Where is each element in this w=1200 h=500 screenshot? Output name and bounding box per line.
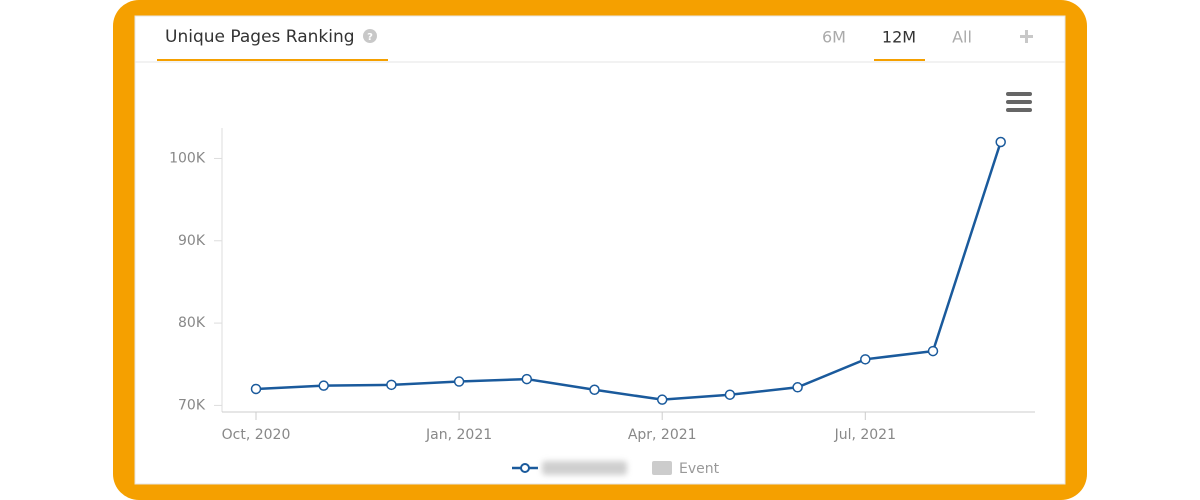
y-tick-label: 80K [178,315,206,331]
y-tick-label: 70K [178,397,206,413]
add-button[interactable] [1020,30,1033,43]
data-point[interactable] [589,384,600,396]
event-legend-label[interactable]: Event [679,461,720,477]
y-tick-label: 90K [178,233,206,249]
menu-bar [1006,92,1032,96]
event-legend-swatch[interactable] [652,461,672,475]
data-point[interactable] [318,380,329,391]
menu-bar [1006,108,1032,112]
data-point[interactable] [386,379,397,391]
y-tick-label: 100K [169,150,206,166]
help-icon-mark: ? [367,32,373,43]
menu-bar [1006,100,1032,104]
data-point[interactable] [995,136,1006,148]
legend: Event [512,461,720,477]
range-tab[interactable]: 6M [822,28,846,47]
data-point[interactable] [724,389,736,400]
legend-redacted [542,461,627,475]
data-point[interactable] [927,345,939,357]
series-line [255,141,1002,401]
plus-v [1025,30,1028,43]
panel [134,15,1066,485]
tab-underline [874,59,925,61]
data-point[interactable] [453,376,465,387]
legend-marker [520,463,530,473]
data-point[interactable] [521,373,533,385]
x-tick-label: Oct, 2020 [222,427,291,443]
data-point[interactable] [792,382,803,393]
range-tab[interactable]: All [952,28,972,47]
panel-title: Unique Pages Ranking [165,27,355,47]
plot: 70K 80K 90K 100K Oct, 2020 Jan, 2021 Apr, 2021… [169,136,1006,443]
data-point[interactable] [860,354,871,365]
x-tick-label: Jan, 2021 [425,427,492,443]
x-tick-label: Jul, 2021 [834,427,896,443]
menu-icon[interactable] [1006,92,1032,112]
title-underline [157,59,388,61]
data-point[interactable] [250,383,262,395]
x-tick-label: Apr, 2021 [628,427,697,443]
help-icon[interactable] [363,29,377,43]
tabs: 6M 12M All [822,28,972,61]
data-point[interactable] [656,394,668,405]
range-tab[interactable]: 12M [882,28,916,47]
